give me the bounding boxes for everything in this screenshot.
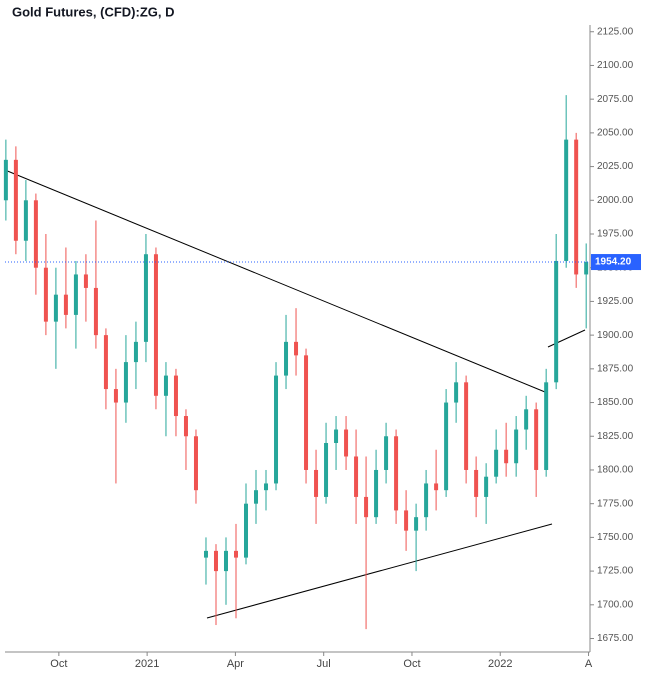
candle-body <box>504 449 509 464</box>
y-tick-label: 1925.00 <box>597 296 634 307</box>
candle-body <box>73 274 78 315</box>
x-tick-label: Jul <box>317 658 331 670</box>
x-tick-label: Oct <box>403 658 420 670</box>
y-tick-label: 1775.00 <box>597 498 634 509</box>
candle-body <box>63 294 68 315</box>
candle-body <box>344 429 349 457</box>
trendlines <box>4 169 586 619</box>
y-tick-label: 2000.00 <box>597 195 634 206</box>
candle-body <box>584 262 589 275</box>
candle-body <box>514 429 519 464</box>
candle-body <box>83 274 88 288</box>
y-tick-label: 1825.00 <box>597 431 634 442</box>
candle-body <box>574 139 579 275</box>
trendline <box>547 329 586 348</box>
candle-body <box>3 159 8 201</box>
candle-body <box>244 503 249 558</box>
y-tick-label: 2100.00 <box>597 60 634 71</box>
candle-body <box>143 254 148 342</box>
candle-body <box>424 483 429 518</box>
x-tick-label: Apr <box>227 658 244 670</box>
candle-body <box>233 550 238 558</box>
candle-body <box>284 341 289 376</box>
candle-body <box>43 267 48 322</box>
candle-body <box>193 436 198 491</box>
candle-body <box>394 436 399 511</box>
candle-body <box>544 382 549 470</box>
candle-body <box>324 443 329 497</box>
candle-body <box>33 200 38 268</box>
candle-body <box>534 409 539 470</box>
candle-body <box>153 254 158 396</box>
candle-body <box>163 375 168 396</box>
candle-body <box>334 429 339 443</box>
candle-body <box>93 287 98 336</box>
y-tick-label: 2050.00 <box>597 128 634 139</box>
y-tick-label: 1850.00 <box>597 397 634 408</box>
candle-body <box>414 517 419 531</box>
y-tick-label: 1700.00 <box>597 599 634 610</box>
candle-body <box>53 294 58 322</box>
y-tick-label: 1750.00 <box>597 532 634 543</box>
candle-body <box>183 416 188 437</box>
candle-body <box>464 382 469 470</box>
y-tick-label: 1725.00 <box>597 566 634 577</box>
candle-body <box>484 476 489 497</box>
last-price-box <box>591 254 641 271</box>
x-tick-label: A <box>585 658 593 670</box>
y-tick-label: 2075.00 <box>597 94 634 105</box>
y-tick-label: 1800.00 <box>597 465 634 476</box>
candle-body <box>434 483 439 491</box>
trendline <box>4 169 546 393</box>
candle-body <box>203 550 208 558</box>
candle-body <box>384 436 389 470</box>
y-tick-label: 2025.00 <box>597 161 634 172</box>
candle-body <box>13 159 18 241</box>
candle-body <box>113 389 118 403</box>
candle-body <box>173 375 178 417</box>
candle-body <box>374 469 379 518</box>
candle-body <box>223 550 228 572</box>
candle-body <box>494 449 499 477</box>
y-tick-label: 1875.00 <box>597 363 634 374</box>
candle-body <box>364 496 369 518</box>
candle-body <box>23 200 28 241</box>
x-tick-label: 2021 <box>135 658 159 670</box>
candle-body <box>254 490 259 504</box>
candle-body <box>103 335 108 390</box>
y-tick-label: 2125.00 <box>597 26 634 37</box>
x-tick-label: 2022 <box>488 658 512 670</box>
candle-body <box>444 402 449 491</box>
candle-body <box>454 382 459 403</box>
y-tick-label: 1975.00 <box>597 229 634 240</box>
trendline <box>206 523 553 619</box>
candle-body <box>524 409 529 430</box>
candle-body <box>314 469 319 497</box>
x-tick-label: Oct <box>50 658 67 670</box>
candle-body <box>264 483 269 491</box>
candle-body <box>213 550 218 572</box>
y-tick-label: 1675.00 <box>597 633 634 644</box>
candle-body <box>404 510 409 531</box>
candle-body <box>304 355 309 470</box>
chart-title: Gold Futures, (CFD):ZG, D <box>12 4 174 19</box>
candle-body <box>474 469 479 497</box>
y-tick-label: 1900.00 <box>597 330 634 341</box>
candle-body <box>554 260 559 383</box>
candle-body <box>294 341 299 356</box>
candle-body <box>133 341 138 363</box>
last-price-label: 1954.20 <box>595 257 632 268</box>
candle-body <box>354 456 359 497</box>
candle-body <box>123 362 128 403</box>
candle-body <box>274 375 279 484</box>
candle-body <box>564 139 569 261</box>
